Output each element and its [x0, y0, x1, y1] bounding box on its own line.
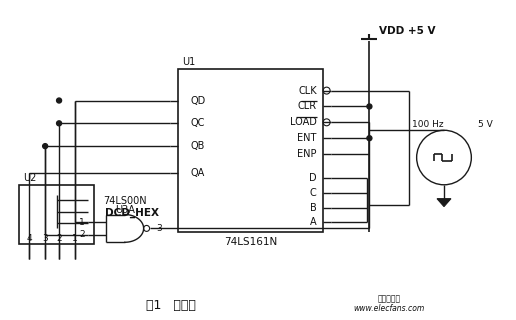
Text: 74LS161N: 74LS161N: [224, 237, 277, 247]
Text: CLK: CLK: [298, 86, 317, 96]
Text: 100 Hz: 100 Hz: [412, 120, 444, 129]
Text: DCD_HEX: DCD_HEX: [105, 207, 159, 218]
Circle shape: [43, 144, 47, 148]
Circle shape: [367, 136, 372, 141]
Text: 2: 2: [56, 234, 62, 243]
Text: C: C: [310, 188, 317, 198]
Text: QC: QC: [190, 118, 205, 128]
Text: 3: 3: [42, 234, 48, 243]
Text: CLR: CLR: [298, 101, 317, 111]
Text: QA: QA: [190, 168, 205, 178]
Text: 电子发烧友
www.elecfans.com: 电子发烧友 www.elecfans.com: [353, 294, 425, 314]
Text: D: D: [309, 173, 317, 183]
Bar: [179, 69, 322, 232]
Text: U2: U2: [23, 173, 37, 183]
Text: 1: 1: [72, 234, 78, 243]
Text: U1: U1: [183, 57, 196, 67]
Text: QD: QD: [190, 96, 205, 106]
Circle shape: [57, 121, 61, 126]
Text: 4: 4: [26, 234, 32, 243]
Text: VDD +5 V: VDD +5 V: [379, 26, 436, 36]
Polygon shape: [437, 199, 451, 207]
Text: 1: 1: [79, 218, 85, 227]
Text: QB: QB: [190, 141, 205, 151]
Circle shape: [367, 104, 372, 109]
Text: 74LS00N: 74LS00N: [103, 196, 147, 206]
Bar: [19, 185, 94, 244]
Text: A: A: [310, 218, 317, 228]
Text: B: B: [310, 203, 317, 212]
Text: 3: 3: [156, 224, 163, 233]
Circle shape: [57, 98, 61, 103]
Text: 2: 2: [79, 230, 85, 239]
Text: ENT: ENT: [297, 133, 317, 143]
Text: 图1   计数器: 图1 计数器: [146, 299, 196, 312]
Text: LOAD: LOAD: [290, 117, 317, 127]
Text: ENP: ENP: [297, 149, 317, 159]
Text: U3A: U3A: [115, 204, 135, 215]
Text: 5 V: 5 V: [478, 120, 493, 129]
